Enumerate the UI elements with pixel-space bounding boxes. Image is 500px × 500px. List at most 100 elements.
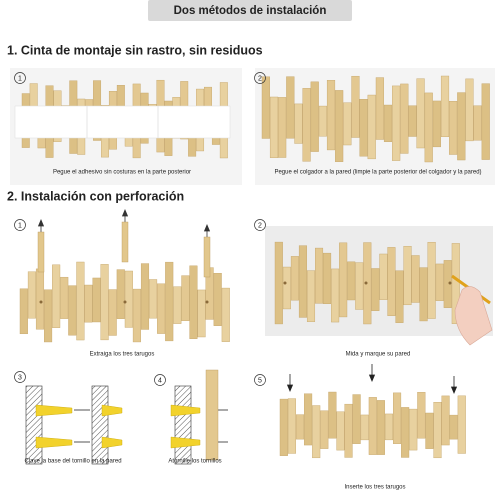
slat xyxy=(409,408,418,451)
slat xyxy=(375,77,384,140)
slat xyxy=(457,92,466,161)
hole xyxy=(205,300,209,304)
hole xyxy=(39,300,43,304)
slat xyxy=(352,394,361,444)
header-box xyxy=(148,0,352,21)
slat xyxy=(274,241,283,325)
slat xyxy=(419,267,428,322)
slat xyxy=(376,400,385,455)
slat xyxy=(132,288,141,343)
slat xyxy=(44,289,53,343)
hand xyxy=(451,274,493,346)
slat xyxy=(52,264,61,328)
step-circle xyxy=(254,219,266,231)
caption: Mida y marque su pared xyxy=(346,352,411,358)
adhesive-strip xyxy=(14,105,231,139)
slat xyxy=(84,284,93,323)
wall xyxy=(25,385,192,465)
step-number: 5 xyxy=(258,377,262,384)
caption: Atornille los tornillos xyxy=(168,459,221,465)
slat xyxy=(427,242,436,319)
slat xyxy=(35,268,45,330)
hole xyxy=(283,281,287,285)
slat xyxy=(306,270,316,322)
slat xyxy=(360,414,369,441)
step-number: 2 xyxy=(258,75,262,82)
slat xyxy=(449,414,458,440)
slat xyxy=(157,283,166,334)
slat xyxy=(433,402,442,459)
slat xyxy=(393,392,402,444)
slat xyxy=(315,247,324,304)
step-circle xyxy=(14,371,26,383)
slat xyxy=(295,414,305,440)
slat xyxy=(371,268,380,311)
slat xyxy=(140,263,150,330)
caption: Clave la base del tornillo en la pared xyxy=(24,459,121,465)
slat xyxy=(367,94,376,160)
slat xyxy=(424,92,433,163)
slat xyxy=(432,100,441,148)
step-circle xyxy=(154,374,166,386)
step-circle xyxy=(14,72,26,84)
caption: Pegue el colgador a la pared (limpie la … xyxy=(274,170,481,176)
slat xyxy=(387,247,396,316)
slat xyxy=(60,276,69,319)
slat xyxy=(347,261,356,301)
slat xyxy=(449,101,458,155)
slat xyxy=(108,289,117,336)
slat xyxy=(408,105,417,137)
slat xyxy=(290,256,299,301)
slat xyxy=(287,398,296,454)
slat xyxy=(92,277,101,323)
slat xyxy=(383,104,393,142)
slat xyxy=(417,392,426,439)
slat xyxy=(379,253,388,300)
slat xyxy=(27,271,36,319)
slat xyxy=(411,255,420,303)
slat xyxy=(326,80,336,151)
slat xyxy=(221,287,230,342)
slat xyxy=(261,76,270,139)
slat xyxy=(401,407,410,458)
header-title: Dos métodos de instalación xyxy=(174,5,327,17)
step-circle xyxy=(254,72,266,84)
slat xyxy=(368,397,377,455)
step-circle xyxy=(254,374,266,386)
slat xyxy=(392,85,401,161)
step-circle xyxy=(14,219,26,231)
caption: Pegue el adhesivo sin costuras en la par… xyxy=(53,170,191,176)
anchors xyxy=(35,404,201,449)
slat xyxy=(416,78,425,149)
slat xyxy=(286,76,295,139)
slat xyxy=(320,410,329,449)
slat xyxy=(403,246,412,306)
slat xyxy=(355,262,364,310)
slat xyxy=(19,288,28,335)
slat xyxy=(395,270,404,323)
slat xyxy=(473,105,482,141)
hole xyxy=(123,300,127,304)
insert-arrows xyxy=(286,364,458,395)
slat xyxy=(173,286,182,324)
slat xyxy=(298,245,307,318)
slat xyxy=(441,395,450,446)
slat xyxy=(278,97,287,158)
caption: Extraiga los tres tarugos xyxy=(90,352,155,358)
slat xyxy=(457,395,466,454)
slat xyxy=(425,412,434,449)
section-title: 2. Instalación con perforación xyxy=(7,189,184,203)
caption: Inserte los tres tarugos xyxy=(344,485,405,491)
slat xyxy=(76,261,85,341)
slat xyxy=(481,83,490,160)
slat xyxy=(328,391,337,439)
slat xyxy=(336,411,345,451)
slat xyxy=(294,103,303,144)
slat xyxy=(279,398,288,456)
slat xyxy=(116,269,125,319)
slat xyxy=(149,279,158,319)
slat xyxy=(282,266,291,310)
slat xyxy=(318,105,327,137)
